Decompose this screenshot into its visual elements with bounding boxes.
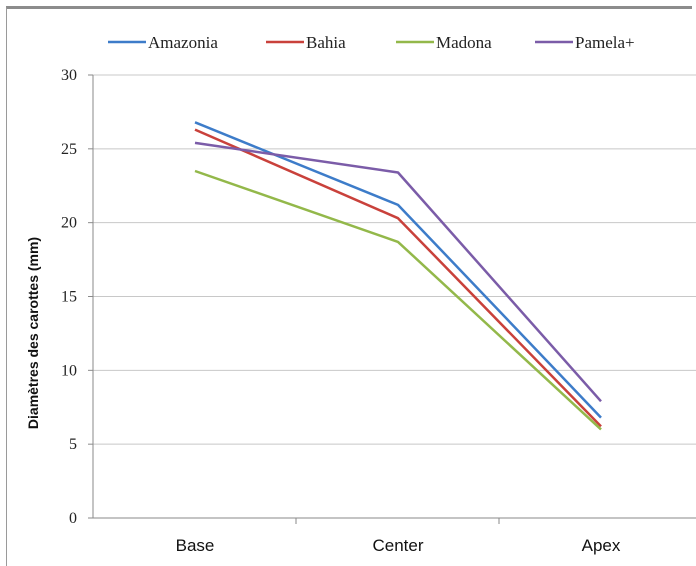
y-tick-label: 0 — [69, 510, 77, 527]
series-line-bahia — [194, 128, 602, 428]
gridlines — [93, 74, 696, 445]
series-lines — [194, 121, 602, 431]
y-tick-labels: 0 5 10 15 20 25 30 — [61, 67, 500, 527]
y-tick-label: 20 — [61, 215, 77, 232]
x-category-labels: Base Center Apex — [176, 536, 621, 555]
x-category-label: Base — [176, 536, 215, 555]
y-tick-label: 10 — [61, 362, 77, 379]
chart-frame — [6, 6, 692, 566]
series-line-madona — [194, 169, 602, 431]
y-tick-label: 25 — [61, 141, 77, 158]
legend-label: Bahia — [306, 33, 346, 52]
series-line-pamela — [194, 141, 602, 403]
y-tick-label: 15 — [61, 289, 77, 306]
legend-label: Amazonia — [148, 33, 218, 52]
legend-label: Pamela+ — [575, 33, 635, 52]
y-tick-label: 30 — [61, 67, 77, 84]
y-axis-title: Diamètres des carottes (mm) — [25, 237, 41, 429]
legend-label: Madona — [436, 33, 492, 52]
series-line-amazonia — [194, 121, 602, 419]
legend: Amazonia Bahia Madona Pamela+ — [108, 33, 635, 52]
x-category-label: Apex — [582, 536, 621, 555]
y-tick-label: 5 — [69, 436, 77, 453]
x-category-label: Center — [372, 536, 423, 555]
